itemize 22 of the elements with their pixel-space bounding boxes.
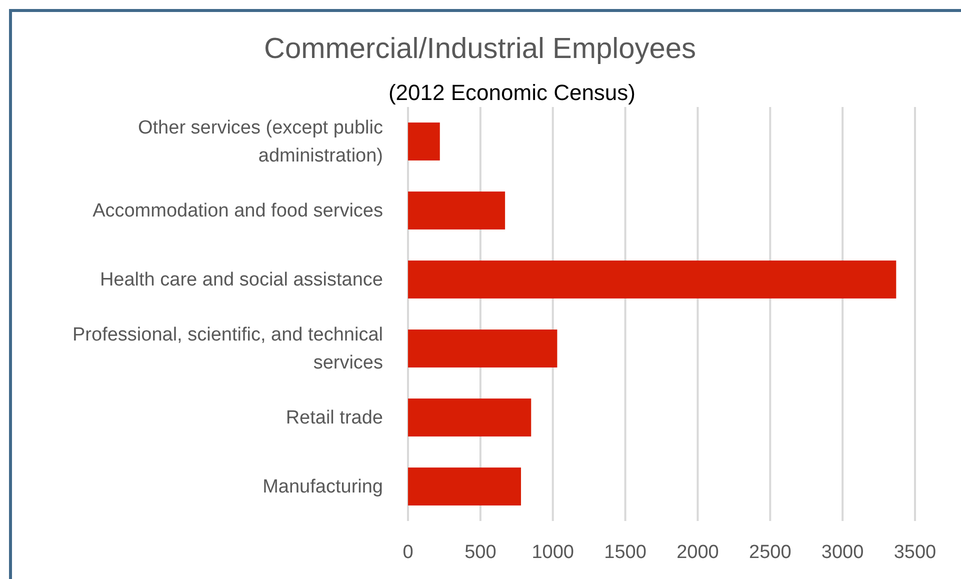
x-tick-label: 3000 [821,542,864,563]
x-tick-label: 500 [464,542,496,563]
x-tick-label: 3500 [894,542,936,563]
chart-title: Commercial/Industrial Employees [264,33,696,65]
y-tick-label: Health care and social assistance [100,270,383,290]
x-tick-label: 2500 [749,542,792,563]
bar [408,260,896,298]
chart-subtitle: (2012 Economic Census) [388,80,636,105]
y-tick-label: Other services (except public administration) [138,118,383,166]
bar [408,468,521,506]
x-tick-label: 2000 [676,542,719,563]
bar [408,330,558,368]
bar [408,122,440,160]
y-tick-label: Professional, scientific, and technical services [72,324,383,374]
x-tick-label: 1500 [604,542,646,563]
x-tick-label: 0 [402,542,414,563]
y-tick-label: Manufacturing [262,476,383,498]
bar [408,398,532,436]
y-tick-label: Retail trade [286,408,383,428]
bar [408,192,506,230]
x-tick-label: 1000 [532,542,574,563]
y-tick-label: Accommodation and food services [92,200,383,222]
